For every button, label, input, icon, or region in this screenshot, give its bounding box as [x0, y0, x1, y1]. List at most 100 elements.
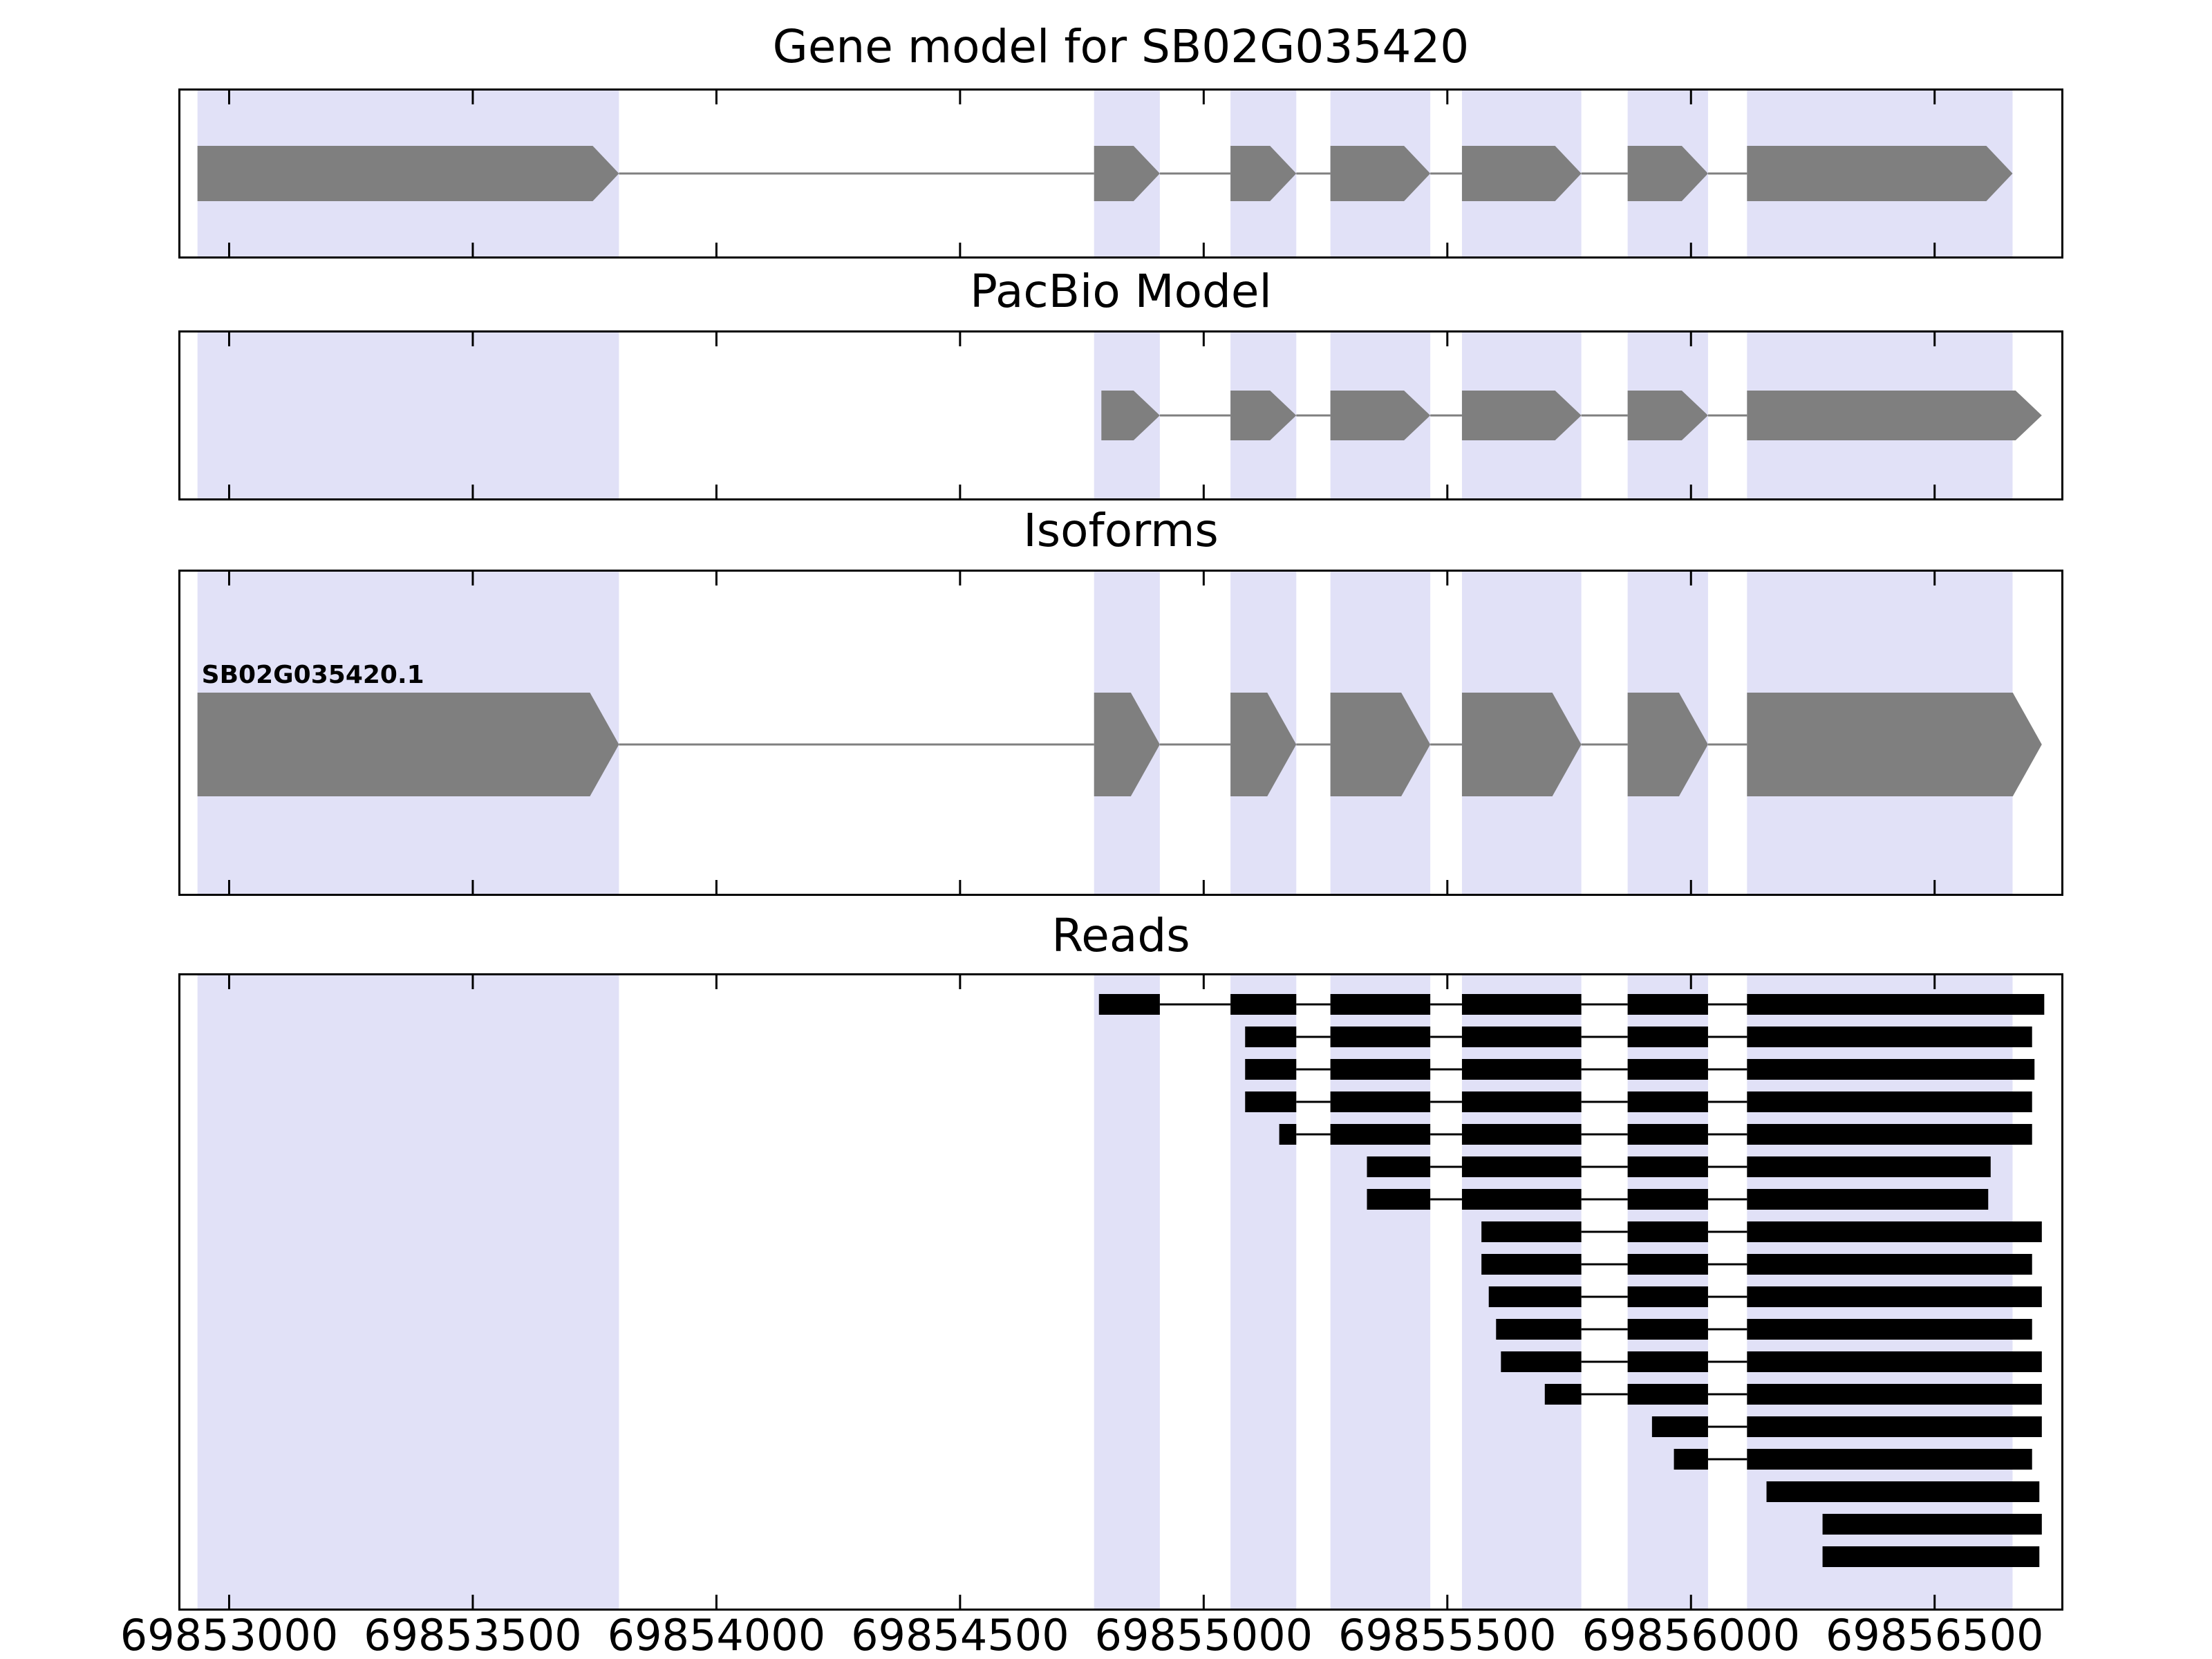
read-block — [1481, 1221, 1582, 1242]
panel-title-gene-model: Gene model for SB02G035420 — [772, 20, 1470, 73]
read-block — [1627, 1059, 1708, 1080]
read-block — [1544, 1384, 1582, 1405]
x-tick-label: 69856000 — [1582, 1610, 1801, 1659]
read-block — [1747, 1416, 2042, 1437]
exon-block — [1330, 693, 1431, 796]
read-block — [1822, 1546, 2040, 1567]
read-block — [1330, 1124, 1431, 1145]
read-block — [1627, 1221, 1708, 1242]
panel-title-pacbio-model: PacBio Model — [970, 265, 1272, 318]
x-tick-label: 69855000 — [1094, 1610, 1313, 1659]
exon-block — [1747, 693, 2042, 796]
x-tick-label: 69854000 — [607, 1610, 826, 1659]
highlight-band — [197, 332, 619, 498]
read-block — [1330, 1059, 1431, 1080]
read-block — [1747, 994, 2045, 1015]
exon-block — [197, 693, 619, 796]
read-block — [1651, 1416, 1708, 1437]
panel-title-reads: Reads — [1051, 909, 1190, 962]
read-block — [1747, 1449, 2032, 1470]
read-block — [1747, 1156, 1991, 1177]
read-block — [1747, 1319, 2032, 1340]
read-block — [1627, 1319, 1708, 1340]
read-block — [1098, 994, 1160, 1015]
exon-block — [1094, 693, 1160, 796]
read-block — [1461, 1124, 1582, 1145]
read-block — [1330, 994, 1431, 1015]
highlight-band — [197, 975, 619, 1609]
read-block — [1627, 1286, 1708, 1307]
read-block — [1330, 1091, 1431, 1112]
read-block — [1747, 1189, 1989, 1210]
read-block — [1747, 1027, 2032, 1047]
exon-block — [1747, 146, 2013, 201]
x-tick-label: 69853500 — [364, 1610, 582, 1659]
x-tick-label: 69853000 — [120, 1610, 339, 1659]
read-block — [1627, 1254, 1708, 1275]
exon-block — [1330, 391, 1431, 440]
read-block — [1747, 1059, 2035, 1080]
read-block — [1245, 1027, 1297, 1047]
read-block — [1461, 1059, 1582, 1080]
read-block — [1627, 1156, 1708, 1177]
read-block — [1627, 1351, 1708, 1372]
x-tick-label: 69854500 — [851, 1610, 1069, 1659]
panel-gene-model — [178, 88, 2063, 259]
panel-reads — [178, 973, 2063, 1611]
read-block — [1245, 1059, 1297, 1080]
exon-block — [1094, 146, 1160, 201]
read-block — [1230, 994, 1297, 1015]
exon-block — [1627, 391, 1708, 440]
read-block — [1674, 1449, 1708, 1470]
read-block — [1747, 1384, 2042, 1405]
exon-block — [1461, 693, 1582, 796]
exon-block — [1330, 146, 1431, 201]
panel-pacbio-model — [178, 330, 2063, 500]
read-block — [1627, 994, 1708, 1015]
isoform-label: SB02G035420.1 — [202, 661, 424, 689]
read-block — [1747, 1254, 2032, 1275]
read-block — [1496, 1319, 1582, 1340]
read-block — [1627, 1384, 1708, 1405]
exon-block — [1230, 391, 1297, 440]
exon-block — [1461, 391, 1582, 440]
read-block — [1627, 1091, 1708, 1112]
exon-block — [197, 146, 619, 201]
read-block — [1627, 1124, 1708, 1145]
read-block — [1766, 1481, 2040, 1502]
exon-block — [1230, 146, 1297, 201]
read-block — [1461, 1027, 1582, 1047]
read-block — [1822, 1514, 2042, 1535]
panel-isoforms: SB02G035420.1 — [178, 570, 2063, 896]
read-block — [1367, 1189, 1431, 1210]
read-block — [1501, 1351, 1582, 1372]
exon-block — [1230, 693, 1297, 796]
track-svg-pacbio-model — [197, 332, 2042, 498]
x-tick-label: 69856500 — [1825, 1610, 2044, 1659]
read-block — [1747, 1286, 2042, 1307]
x-tick-label: 69855500 — [1338, 1610, 1557, 1659]
read-block — [1461, 994, 1582, 1015]
exon-block — [1461, 146, 1582, 201]
exon-block — [1747, 391, 2042, 440]
track-svg-reads — [197, 975, 2045, 1609]
read-block — [1461, 1091, 1582, 1112]
read-block — [1627, 1189, 1708, 1210]
read-block — [1245, 1091, 1297, 1112]
highlight-band — [1230, 975, 1297, 1609]
read-block — [1461, 1156, 1582, 1177]
track-svg-gene-model — [197, 91, 2013, 256]
read-block — [1279, 1124, 1297, 1145]
read-block — [1330, 1027, 1431, 1047]
read-block — [1747, 1351, 2042, 1372]
exon-block — [1627, 146, 1708, 201]
read-block — [1488, 1286, 1582, 1307]
read-block — [1747, 1124, 2032, 1145]
read-block — [1747, 1221, 2042, 1242]
highlight-band — [1330, 975, 1431, 1609]
track-svg-isoforms: SB02G035420.1 — [197, 572, 2042, 894]
highlight-band — [1094, 975, 1160, 1609]
read-block — [1367, 1156, 1431, 1177]
exon-block — [1101, 391, 1160, 440]
read-block — [1461, 1189, 1582, 1210]
